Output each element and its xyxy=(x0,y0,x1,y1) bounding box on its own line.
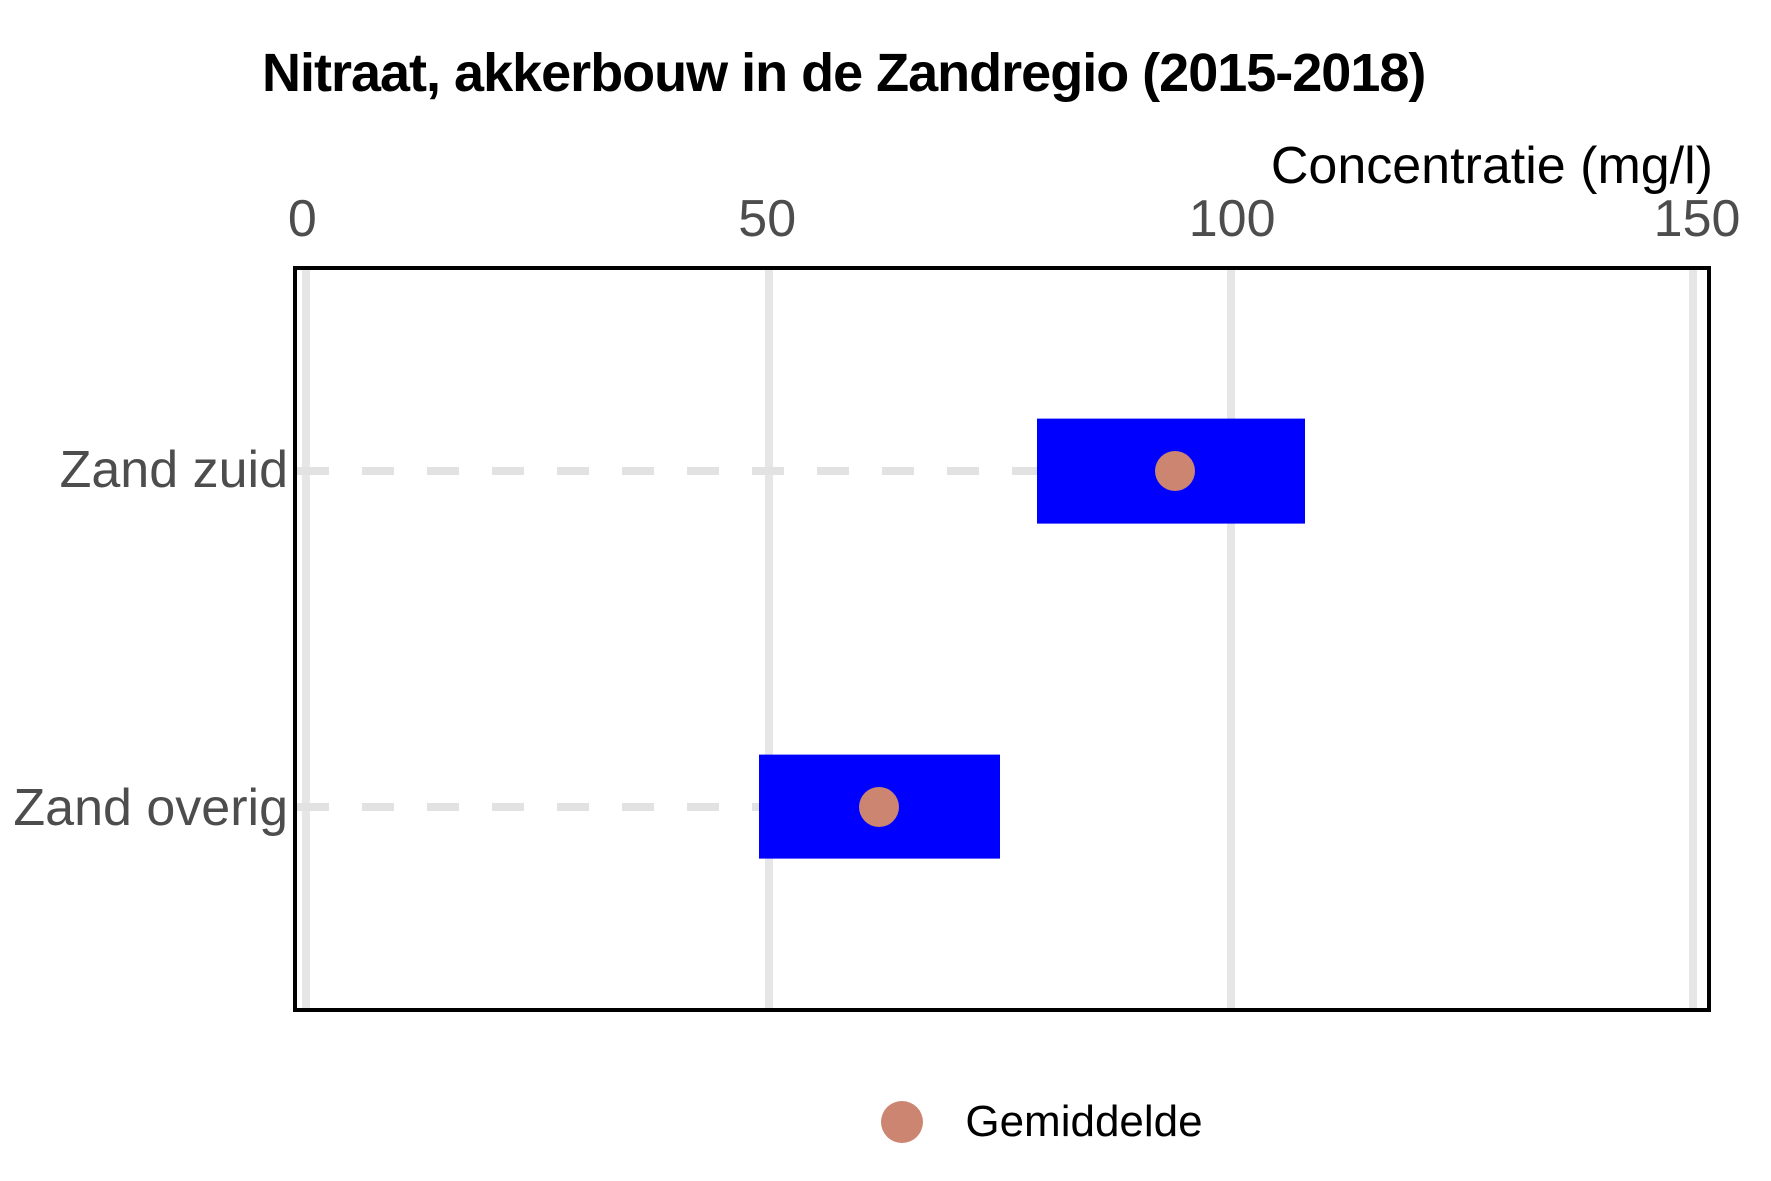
gridline xyxy=(764,270,773,1008)
legend: Gemiddelde xyxy=(333,1096,1751,1148)
gridline xyxy=(1689,270,1698,1008)
category-label: Zand zuid xyxy=(59,440,288,499)
x-tick-label: 100 xyxy=(1188,190,1276,248)
plot-panel xyxy=(293,266,1711,1012)
mean-dot xyxy=(1155,451,1196,492)
x-axis-title: Concentratie (mg/l) xyxy=(1270,137,1713,195)
gridline xyxy=(1226,270,1235,1008)
chart-title: Nitraat, akkerbouw in de Zandregio (2015… xyxy=(262,43,1426,103)
x-tick-label: 0 xyxy=(287,190,317,248)
x-tick-label: 50 xyxy=(738,190,797,248)
legend-label: Gemiddelde xyxy=(965,1097,1203,1146)
gridline xyxy=(302,270,311,1008)
mean-dot xyxy=(859,786,900,827)
legend-mean-dot-icon xyxy=(881,1101,924,1143)
row-guide-dashed-line xyxy=(297,802,760,811)
category-label: Zand overig xyxy=(13,779,288,838)
x-tick-label: 150 xyxy=(1653,190,1741,248)
x-tick-labels: 0 50 100 150 xyxy=(288,190,1741,250)
row-guide-dashed-line xyxy=(297,467,1037,476)
